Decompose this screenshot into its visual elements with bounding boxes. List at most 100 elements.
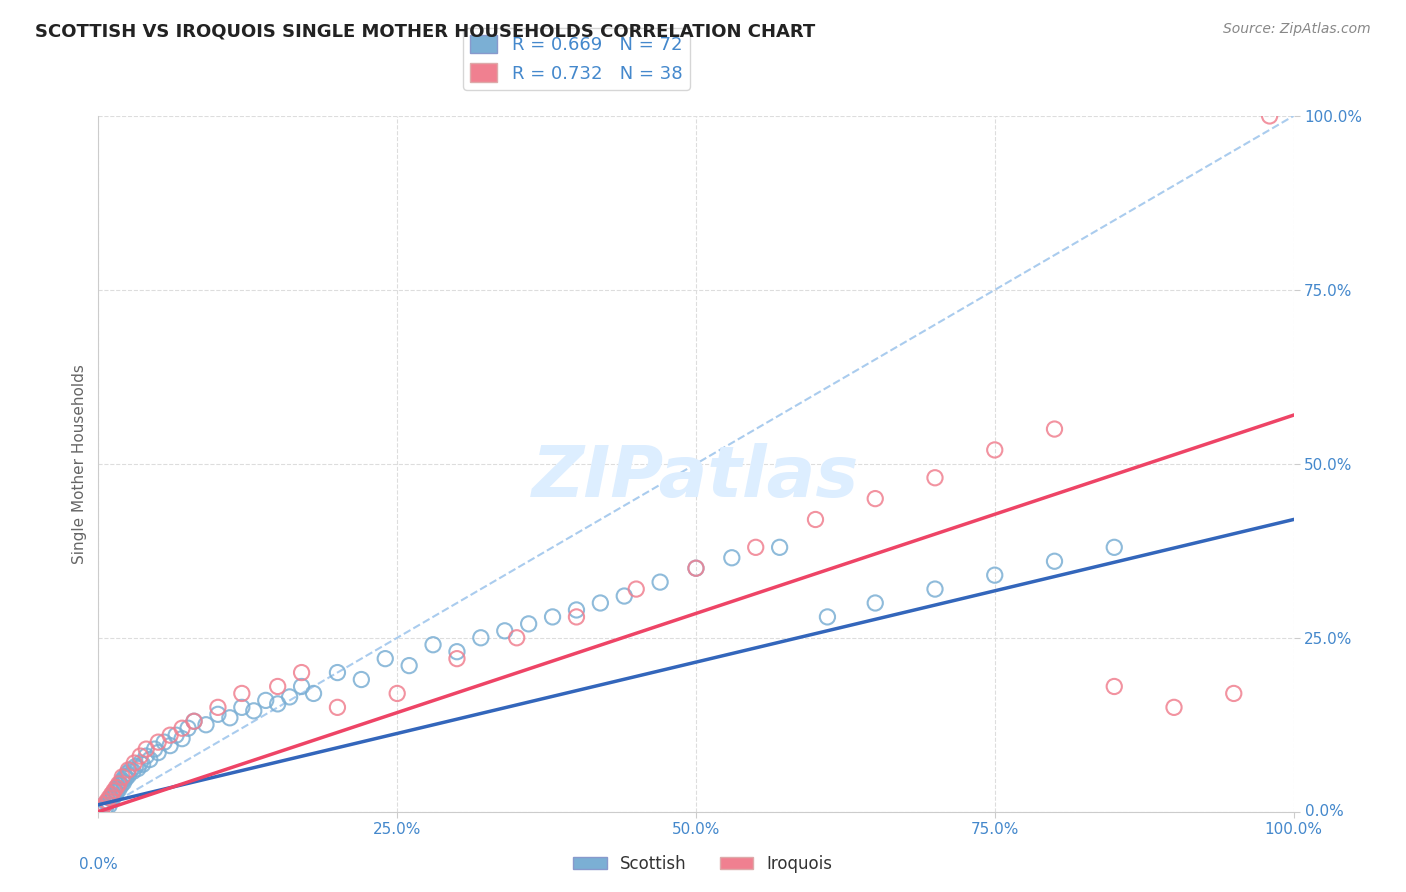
Point xyxy=(745,541,768,555)
Point xyxy=(385,686,409,700)
Point xyxy=(131,757,153,772)
Y-axis label: Single Mother Households: Single Mother Households xyxy=(72,364,87,564)
Point xyxy=(172,721,194,735)
Point xyxy=(91,801,114,815)
Point xyxy=(1104,541,1126,555)
Point xyxy=(111,773,134,788)
Text: 0.0%: 0.0% xyxy=(1306,805,1344,819)
Point xyxy=(1223,686,1246,700)
Point xyxy=(104,784,127,798)
Point xyxy=(541,610,564,624)
Legend: R = 0.669   N = 72, R = 0.732   N = 38: R = 0.669 N = 72, R = 0.732 N = 38 xyxy=(463,28,690,90)
Point xyxy=(924,471,946,485)
Point xyxy=(93,797,115,812)
Point xyxy=(183,714,205,729)
Point xyxy=(984,442,1007,457)
Point xyxy=(291,665,314,680)
Point xyxy=(267,697,290,711)
Point xyxy=(100,792,122,806)
Point xyxy=(105,780,128,795)
Point xyxy=(98,790,122,805)
Point xyxy=(124,756,146,770)
Point xyxy=(207,707,229,722)
Point xyxy=(626,582,648,596)
Point xyxy=(984,568,1007,582)
Point xyxy=(446,651,468,665)
Point xyxy=(685,561,707,575)
Point xyxy=(120,763,142,777)
Text: 0.0%: 0.0% xyxy=(79,857,118,872)
Point xyxy=(96,797,118,811)
Point xyxy=(96,794,118,808)
Point xyxy=(326,700,349,714)
Point xyxy=(1043,422,1066,436)
Point xyxy=(97,794,120,808)
Point xyxy=(267,680,290,694)
Point xyxy=(93,797,115,812)
Point xyxy=(139,753,162,767)
Point xyxy=(865,491,887,506)
Point xyxy=(110,778,132,792)
Point xyxy=(278,690,301,704)
Point xyxy=(1258,109,1281,123)
Point xyxy=(135,742,157,756)
Point xyxy=(1043,554,1066,568)
Point xyxy=(291,680,314,694)
Point xyxy=(650,575,672,590)
Point xyxy=(129,756,152,770)
Point xyxy=(1104,680,1126,694)
Point xyxy=(172,731,194,746)
Point xyxy=(91,799,114,814)
Point xyxy=(108,777,131,791)
Point xyxy=(148,746,170,760)
Point xyxy=(101,788,124,802)
Point xyxy=(302,686,325,700)
Point xyxy=(177,721,200,735)
Point xyxy=(804,512,827,526)
Point xyxy=(517,616,540,631)
Point xyxy=(127,762,149,776)
Point xyxy=(470,631,492,645)
Point xyxy=(231,700,253,714)
Point xyxy=(143,742,166,756)
Point xyxy=(107,782,129,797)
Point xyxy=(374,651,396,665)
Point xyxy=(153,735,176,749)
Point xyxy=(254,693,277,707)
Point xyxy=(243,704,266,718)
Point xyxy=(231,686,253,700)
Point xyxy=(219,711,242,725)
Point xyxy=(817,610,839,624)
Point xyxy=(98,790,121,805)
Point xyxy=(112,775,135,789)
Text: Source: ZipAtlas.com: Source: ZipAtlas.com xyxy=(1223,22,1371,37)
Point xyxy=(107,777,129,791)
Point xyxy=(105,785,128,799)
Point xyxy=(122,764,145,779)
Text: SCOTTISH VS IROQUOIS SINGLE MOTHER HOUSEHOLDS CORRELATION CHART: SCOTTISH VS IROQUOIS SINGLE MOTHER HOUSE… xyxy=(35,22,815,40)
Point xyxy=(111,770,134,784)
Point xyxy=(1163,700,1185,714)
Point xyxy=(183,714,205,729)
Point xyxy=(350,673,373,687)
Point xyxy=(148,735,170,749)
Point xyxy=(135,749,157,764)
Point xyxy=(103,789,125,804)
Point xyxy=(506,631,529,645)
Point xyxy=(721,550,744,565)
Point xyxy=(94,800,117,814)
Point xyxy=(769,541,792,555)
Point xyxy=(115,772,138,786)
Point xyxy=(685,561,707,575)
Point xyxy=(103,784,125,798)
Point xyxy=(422,638,444,652)
Legend: Scottish, Iroquois: Scottish, Iroquois xyxy=(567,848,839,880)
Point xyxy=(494,624,516,638)
Point xyxy=(565,610,588,624)
Point xyxy=(159,728,181,742)
Point xyxy=(91,801,114,815)
Point xyxy=(100,788,122,802)
Point xyxy=(159,739,181,753)
Point xyxy=(117,768,139,782)
Point xyxy=(326,665,349,680)
